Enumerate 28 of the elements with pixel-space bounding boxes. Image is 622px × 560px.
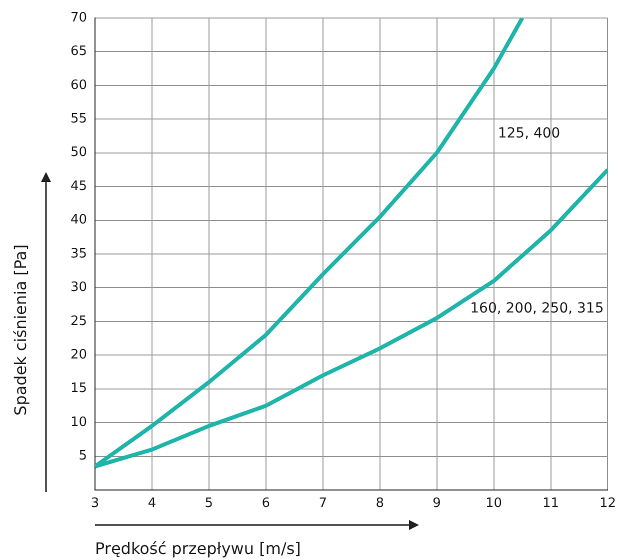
y-tick-label: 20 (70, 348, 87, 363)
series-label: 160, 200, 250, 315 (470, 300, 604, 316)
y-tick-label: 25 (70, 314, 87, 329)
x-tick-label: 4 (148, 496, 156, 512)
x-axis-title: Prędkość przepływu [m/s] (95, 539, 301, 558)
y-tick-label: 65 (70, 44, 87, 60)
y-tick-label: 50 (70, 145, 87, 160)
y-tick-label: 35 (70, 246, 87, 262)
y-tick-label: 5 (78, 448, 87, 464)
x-tick-label: 5 (204, 496, 214, 512)
x-tick-label: 11 (542, 496, 560, 512)
x-tick-label: 9 (432, 496, 441, 512)
y-tick-label: 70 (70, 10, 87, 26)
text: 125, 400 (498, 126, 560, 142)
y-tick-label: 45 (70, 178, 87, 194)
y-axis-title: Spadek ciśnienia [Pa] (11, 244, 30, 416)
x-tick-label: 3 (90, 496, 100, 512)
y-tick-label: 30 (70, 280, 87, 296)
y-tick-label: 10 (70, 414, 87, 430)
x-tick-label: 12 (599, 496, 616, 512)
x-tick-label: 8 (376, 496, 384, 512)
x-tick-label: 10 (486, 496, 502, 512)
y-tick-label: 60 (70, 78, 87, 93)
y-tick-label: 15 (70, 381, 87, 396)
y-tick-label: 55 (70, 112, 87, 127)
x-tick-label: 7 (318, 496, 328, 512)
x-tick-label: 6 (262, 496, 270, 512)
y-tick-label: 40 (70, 212, 87, 228)
